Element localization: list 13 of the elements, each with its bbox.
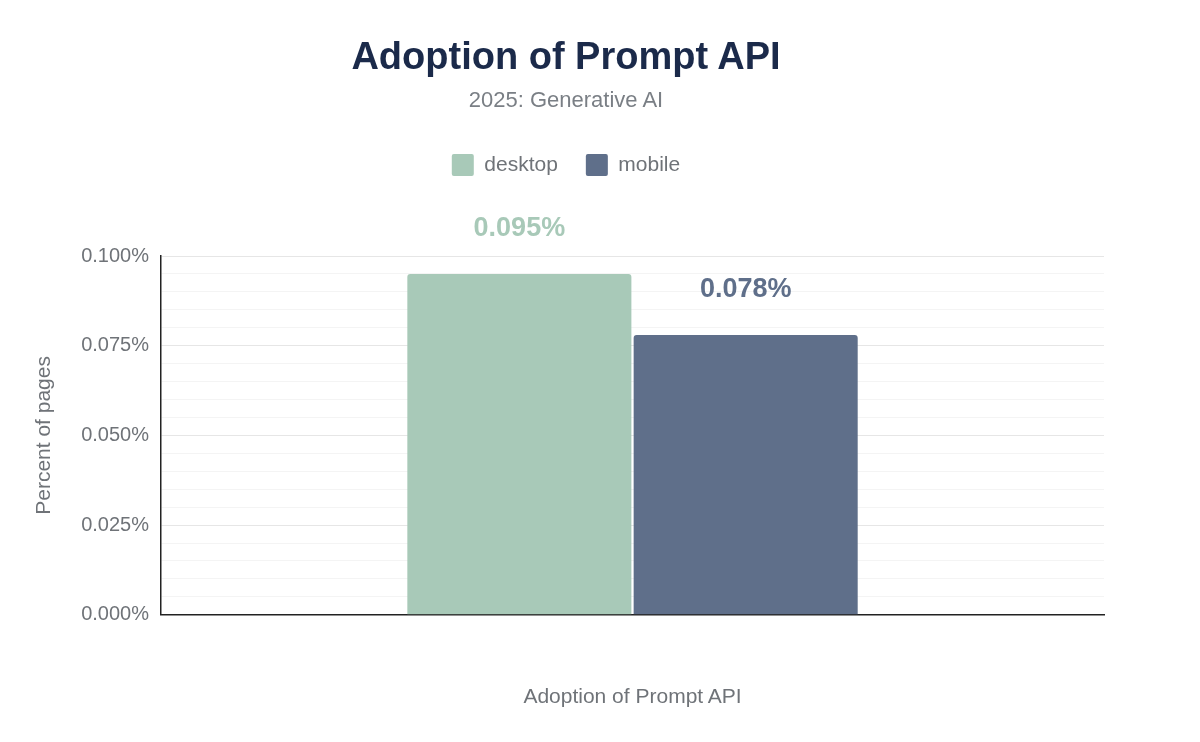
y-tick-label: 0.075%: [81, 333, 150, 356]
x-axis-title: Adoption of Prompt API: [523, 684, 742, 708]
legend-label: mobile: [618, 151, 681, 175]
text: 0.095%: [473, 211, 566, 242]
y-tick-label: 0.050%: [81, 422, 150, 445]
legend-label: desktop: [484, 151, 558, 175]
y-tick-label: 0.100%: [81, 243, 150, 266]
y-tick-label: 0.000%: [81, 602, 150, 625]
chart-title: Adoption of Prompt API: [351, 35, 781, 78]
y-axis-title: Percent of pages: [31, 356, 55, 515]
text: 0.078%: [699, 272, 792, 303]
chart-subtitle: 2025: Generative AI: [468, 86, 664, 112]
y-tick-label: 0.025%: [81, 512, 150, 535]
